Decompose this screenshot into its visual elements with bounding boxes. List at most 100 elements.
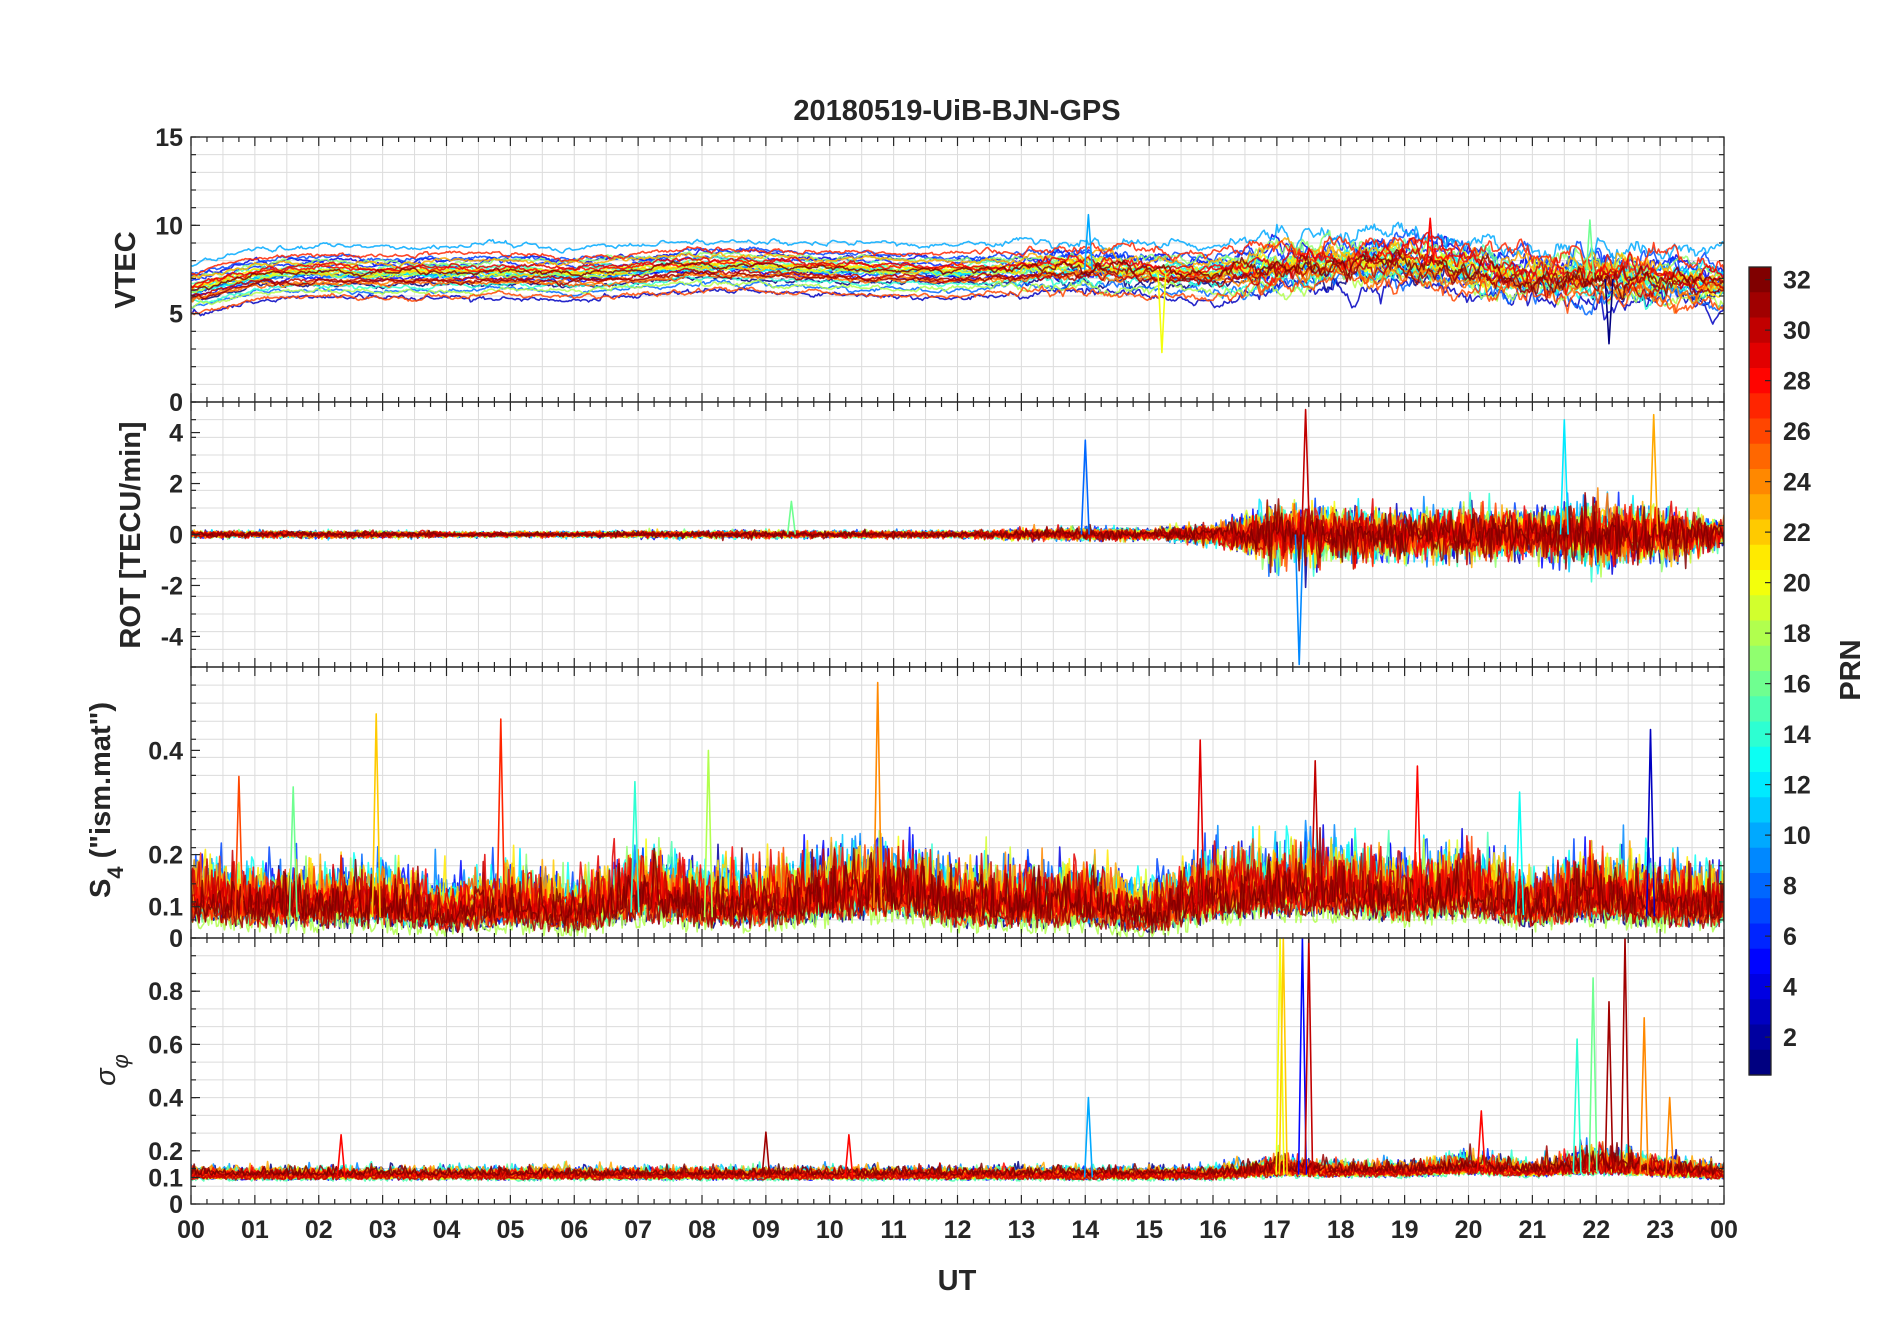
colorbar-segment bbox=[1749, 570, 1771, 596]
s4-spike-8 bbox=[1412, 765, 1422, 911]
rot-y-ticks: -4 -2 0 2 4 bbox=[161, 401, 1724, 668]
s4-spike-5 bbox=[1195, 739, 1205, 915]
vtec-prn-18-trace bbox=[191, 262, 1724, 310]
sigma-phi-spike-13 bbox=[336, 1134, 346, 1178]
sigma-phi-spike-5 bbox=[1620, 938, 1630, 1174]
colorbar-segment bbox=[1749, 772, 1771, 798]
x-tick-label: 22 bbox=[1582, 1216, 1610, 1244]
sigma-phi-prn-31-trace bbox=[191, 1144, 1724, 1177]
colorbar-segment bbox=[1749, 620, 1771, 647]
colorbar-segment bbox=[1749, 368, 1771, 394]
vtec-spike-3 bbox=[1604, 278, 1614, 345]
x-tick-label: 21 bbox=[1518, 1216, 1546, 1244]
sigma-phi-x-ticks bbox=[190, 938, 1725, 1204]
rot-ytick-label: 0 bbox=[169, 522, 183, 550]
x-tick-label: 23 bbox=[1646, 1216, 1674, 1244]
colorbar-tick-label: 12 bbox=[1783, 772, 1811, 800]
x-tick-label: 00 bbox=[1710, 1216, 1738, 1244]
rot-grid bbox=[190, 402, 1725, 667]
s4-spike-4 bbox=[1645, 728, 1656, 917]
colorbar-segment bbox=[1749, 746, 1771, 773]
colorbar-segment bbox=[1749, 847, 1771, 874]
s4-spike-1 bbox=[873, 681, 883, 909]
x-tick-label: 06 bbox=[560, 1216, 588, 1244]
colorbar-tick-label: 14 bbox=[1783, 721, 1811, 749]
vtec-panel: 0 5 10 15 bbox=[155, 124, 1725, 417]
rot-panel: -4 -2 0 2 4 bbox=[161, 401, 1725, 668]
s4-spike-7 bbox=[1310, 760, 1320, 907]
colorbar-segment bbox=[1749, 595, 1771, 622]
x-tick-label: 07 bbox=[624, 1216, 652, 1244]
vtec-prn-27-trace bbox=[191, 235, 1724, 278]
s4-spike-11 bbox=[288, 786, 298, 918]
vtec-ytick-label: 10 bbox=[155, 212, 183, 240]
sigma-phi-ytick-label: 0.8 bbox=[148, 978, 183, 1006]
s4-x-ticks bbox=[190, 667, 1725, 938]
rot-ytick-label: 2 bbox=[169, 471, 183, 499]
colorbar-segment bbox=[1749, 923, 1771, 950]
sigma-phi-spike-11 bbox=[1665, 1096, 1675, 1176]
vtec-spike-5 bbox=[1585, 219, 1595, 279]
sigma-phi-traces bbox=[191, 938, 1724, 1182]
colorbar-tick-label: 22 bbox=[1783, 519, 1811, 547]
colorbar-segment bbox=[1749, 696, 1771, 723]
s4-ytick-label: 0.1 bbox=[148, 894, 183, 922]
sigma-phi-spike-8 bbox=[1639, 1017, 1649, 1175]
colorbar-segment bbox=[1749, 974, 1771, 1000]
sigma-phi-prn-30-trace bbox=[191, 1154, 1724, 1181]
colorbar-tick-label: 8 bbox=[1783, 873, 1797, 901]
rot-spike-6 bbox=[1559, 419, 1569, 535]
rot-axis-label: ROT [TECU/min] bbox=[115, 421, 147, 648]
sigma-phi-ytick-label: 0.4 bbox=[148, 1085, 183, 1113]
colorbar-segment bbox=[1749, 393, 1771, 420]
colorbar-tick-label: 28 bbox=[1783, 368, 1811, 396]
colorbar-segment bbox=[1749, 721, 1771, 748]
sigma-phi-ytick-label: 0 bbox=[169, 925, 183, 953]
s4-ytick-label: 0.2 bbox=[148, 842, 183, 870]
vtec-prn-29-trace bbox=[191, 231, 1724, 290]
vtec-prn-32-trace bbox=[191, 249, 1724, 300]
sigma-phi-spike-15 bbox=[844, 1134, 854, 1178]
rot-ytick-label: -2 bbox=[161, 572, 183, 600]
x-tick-label: 01 bbox=[241, 1216, 269, 1244]
colorbar-segment bbox=[1749, 519, 1771, 546]
sigma-phi-spike-10 bbox=[1083, 1096, 1094, 1178]
x-tick-label: 04 bbox=[433, 1216, 461, 1244]
sigma-phi-ytick-label: 0 bbox=[169, 1191, 183, 1219]
sigma-phi-ytick-label: 0.1 bbox=[148, 1164, 183, 1192]
sigma-phi-prn-32-trace bbox=[191, 1142, 1724, 1177]
x-tick-label: 17 bbox=[1263, 1216, 1291, 1244]
s4-prn-32-trace bbox=[191, 827, 1724, 926]
sigma-phi-spike-2 bbox=[1278, 938, 1288, 1175]
x-tick-label: 18 bbox=[1327, 1216, 1355, 1244]
colorbar-segment bbox=[1749, 418, 1771, 445]
x-tick-label: 13 bbox=[1007, 1216, 1035, 1244]
colorbar-segment bbox=[1749, 671, 1771, 697]
x-tick-label: 19 bbox=[1391, 1216, 1419, 1244]
colorbar-tick-label: 10 bbox=[1783, 822, 1811, 850]
colorbar-label: PRN bbox=[1835, 639, 1867, 700]
s4-spike-6 bbox=[703, 749, 713, 918]
s4-spike-10 bbox=[630, 780, 640, 913]
vtec-spike-4 bbox=[1425, 217, 1435, 266]
rot-traces bbox=[191, 408, 1724, 666]
sigma-phi-spike-4 bbox=[1304, 938, 1314, 1175]
s4-spike-2 bbox=[371, 713, 381, 918]
colorbar-segment bbox=[1749, 1049, 1771, 1076]
colorbar-segment bbox=[1749, 999, 1771, 1026]
rot-spike-4 bbox=[1649, 413, 1659, 535]
colorbar-tick-label: 30 bbox=[1783, 317, 1811, 345]
x-tick-label: 14 bbox=[1071, 1216, 1099, 1244]
colorbar-segment bbox=[1749, 317, 1771, 344]
vtec-ytick-label: 15 bbox=[155, 124, 183, 152]
colorbar-segment bbox=[1749, 822, 1771, 849]
colorbar-segment bbox=[1749, 645, 1771, 672]
sigma-phi-y-ticks: 00.10.20.40.60.80 bbox=[148, 925, 1724, 1219]
s4-spike-3 bbox=[496, 718, 506, 918]
vtec-ytick-label: 0 bbox=[169, 389, 183, 417]
sigma-phi-spike-14 bbox=[761, 1131, 771, 1178]
sigma-phi-axis-label: σφ bbox=[90, 1054, 133, 1086]
sigma-phi-spike-12 bbox=[1476, 1110, 1486, 1173]
colorbar-segment bbox=[1749, 1024, 1771, 1051]
